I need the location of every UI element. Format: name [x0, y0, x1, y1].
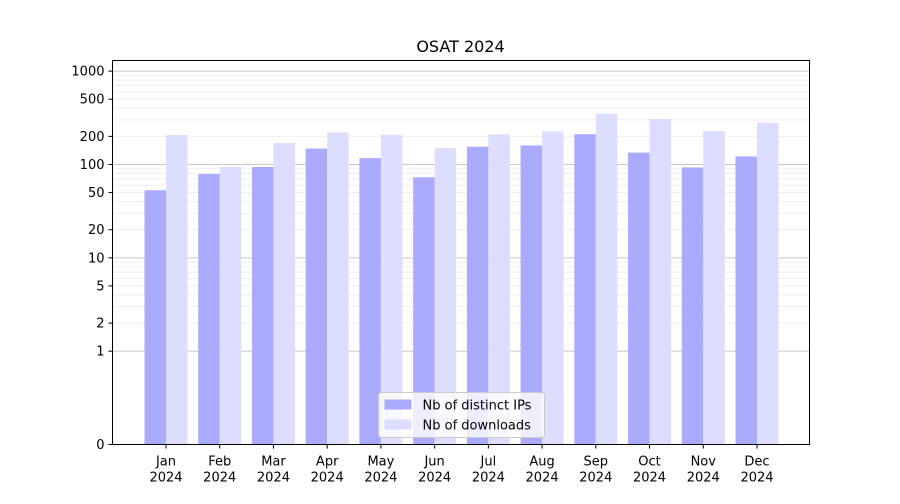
bar-distinct-ips — [251, 166, 274, 445]
y-tick-label: 100 — [80, 158, 105, 173]
y-tick-label: 200 — [80, 130, 105, 145]
x-tick-label: Sep 2024 — [579, 455, 612, 486]
y-tick-label: 1 — [96, 345, 104, 360]
y-tick-label: 1000 — [71, 65, 104, 80]
bar-downloads — [542, 131, 564, 445]
bar-distinct-ips — [574, 134, 596, 445]
bar-distinct-ips — [628, 152, 650, 445]
legend-swatch — [384, 419, 412, 430]
bar-distinct-ips — [413, 177, 435, 445]
y-tick-label: 10 — [88, 251, 105, 266]
bar-downloads — [380, 134, 403, 445]
bar-downloads — [434, 148, 457, 445]
x-tick-label: Apr 2024 — [311, 455, 344, 486]
y-tick-label: 20 — [88, 223, 105, 238]
x-tick-label: Mar 2024 — [257, 455, 290, 486]
bar-distinct-ips — [520, 145, 543, 445]
x-tick-label: Nov 2024 — [687, 455, 720, 486]
y-tick-label: 2 — [96, 317, 104, 332]
bar-distinct-ips — [305, 148, 328, 445]
legend-label: Nb of downloads — [423, 419, 532, 434]
x-tick-label: Jul 2024 — [472, 455, 505, 486]
chart-title: OSAT 2024 — [416, 37, 504, 56]
y-tick-label: 500 — [80, 93, 105, 108]
legend: Nb of distinct IPs Nb of downloads — [378, 392, 545, 438]
bar-downloads — [757, 122, 779, 445]
x-tick-label: May 2024 — [364, 455, 397, 486]
legend-box — [378, 392, 545, 438]
x-tick-label: Feb 2024 — [203, 455, 236, 486]
x-axis: Jan 2024 Feb 2024 Mar 2024 Apr 2024 May 2024 Jun 20… — [149, 444, 774, 486]
x-tick-label: Aug 2024 — [526, 455, 559, 486]
bar-distinct-ips — [359, 158, 381, 445]
x-tick-label: Jan 2024 — [149, 455, 182, 486]
bar-downloads — [595, 113, 618, 445]
y-axis: 0 1 2 5 10 20 50 100 200 500 1000 — [71, 65, 113, 453]
bar-distinct-ips — [681, 167, 704, 445]
x-tick-label: Oct 2024 — [633, 455, 666, 486]
x-tick-label: Dec 2024 — [740, 455, 773, 486]
plot-frame — [112, 60, 810, 445]
legend-label: Nb of distinct IPs — [423, 399, 532, 414]
legend-swatch — [384, 399, 412, 410]
bar-downloads — [488, 134, 510, 445]
y-tick-label: 50 — [88, 186, 105, 201]
bar-downloads — [327, 132, 349, 445]
bar-downloads — [273, 142, 295, 445]
bar-downloads — [703, 131, 725, 445]
x-tick-label: Jun 2024 — [418, 455, 451, 486]
bars — [144, 113, 779, 445]
y-tick-label: 0 — [96, 438, 104, 453]
bar-distinct-ips — [198, 174, 220, 445]
bar-distinct-ips — [144, 190, 166, 445]
bar-distinct-ips — [735, 156, 757, 445]
bar-downloads — [649, 119, 672, 445]
bar-downloads — [166, 134, 188, 445]
y-tick-label: 5 — [96, 279, 104, 294]
bar-distinct-ips — [466, 146, 489, 445]
bar-downloads — [219, 166, 242, 445]
